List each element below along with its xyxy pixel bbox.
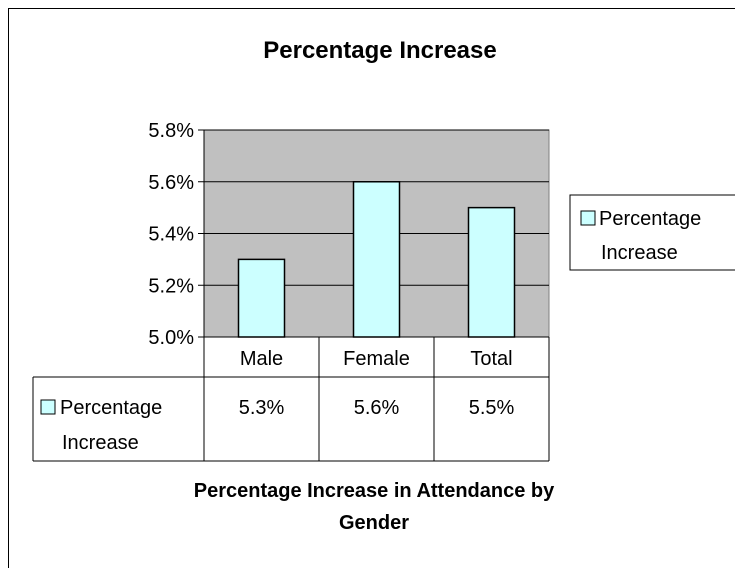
data-label: 5.6% [354,397,400,419]
y-tick-label: 5.2% [148,275,194,297]
legend-key [580,210,596,226]
chart-frame [8,8,735,568]
y-axis: 5.0% 5.2% 5.4% 5.6% 5.8% [148,120,205,349]
chart-title: Percentage Increase [263,37,496,64]
legend-label: Percentage [599,208,701,230]
table-series-name: Percentage [60,397,162,419]
x-axis-label: Percentage Increase in Attendance by Gend… [194,480,555,534]
y-tick-label: 5.4% [148,224,194,246]
table-series-key [40,399,56,415]
y-tick-label: 5.6% [148,172,194,194]
data-label: 5.5% [469,397,515,419]
x-axis-label-line: Percentage Increase in Attendance by [194,480,555,502]
table-series-name: Increase [62,432,139,454]
data-label: 5.3% [239,397,285,419]
legend-label: Increase [601,242,678,264]
x-tick-label: Female [343,348,410,370]
data-table: Male 5.3% Female 5.6% Total 5.5% Percentage Inc… [32,336,550,462]
bar-male [237,258,286,338]
x-axis-label-line: Gender [339,512,409,534]
bar-female [352,181,401,338]
bar-total [467,206,516,338]
x-tick-label: Male [240,348,283,370]
legend: Percentage Increase [569,194,735,271]
x-tick-label: Total [470,348,512,370]
y-tick-label: 5.0% [148,327,194,349]
y-tick-label: 5.8% [148,120,194,142]
legend-box [569,194,735,271]
